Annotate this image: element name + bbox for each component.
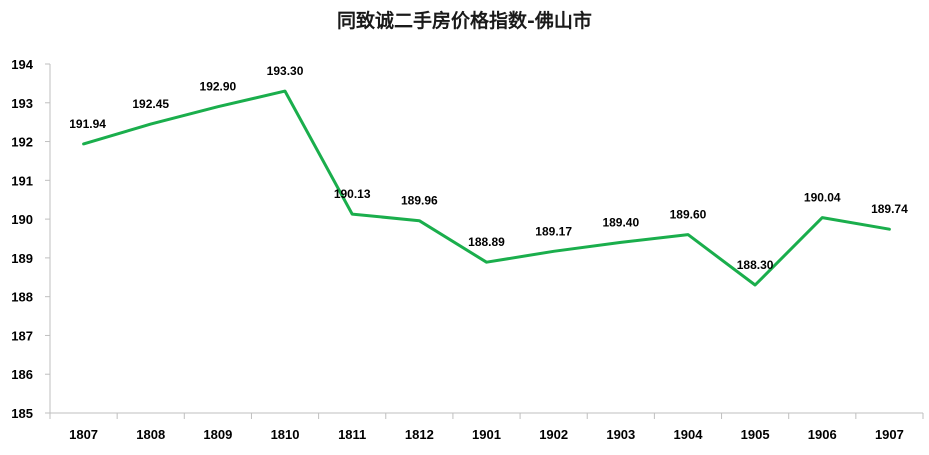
data-label: 191.94 xyxy=(69,117,106,131)
x-tick-label: 1811 xyxy=(338,427,366,442)
data-label: 189.74 xyxy=(871,202,908,216)
data-label: 192.90 xyxy=(200,80,237,94)
data-label: 192.45 xyxy=(132,97,169,111)
chart-title: 同致诚二手房价格指数-佛山市 xyxy=(337,10,592,32)
x-tick-label: 1906 xyxy=(808,427,837,442)
x-tick-label: 1904 xyxy=(674,427,704,442)
series-line xyxy=(82,89,891,287)
x-tick-label: 1809 xyxy=(203,427,232,442)
x-tick-label: 1812 xyxy=(405,427,434,442)
data-label: 189.60 xyxy=(670,208,707,222)
y-tick-label: 191 xyxy=(11,173,33,188)
data-label: 193.30 xyxy=(267,64,304,78)
y-tick-label: 192 xyxy=(11,135,33,150)
y-tick-label: 188 xyxy=(11,290,33,305)
data-label: 189.17 xyxy=(535,224,572,238)
x-tick-label: 1907 xyxy=(875,427,904,442)
x-tick-label: 1905 xyxy=(741,427,770,442)
y-tick-label: 194 xyxy=(11,57,33,72)
data-label: 188.30 xyxy=(737,258,774,272)
x-tick-label: 1807 xyxy=(69,427,98,442)
y-tick-label: 186 xyxy=(11,367,33,382)
y-tick-label: 187 xyxy=(11,328,33,343)
y-tick-label: 189 xyxy=(11,251,33,266)
y-tick-label: 193 xyxy=(11,96,33,111)
data-label: 190.04 xyxy=(804,191,841,205)
y-tick-label: 190 xyxy=(11,212,33,227)
x-tick-label: 1902 xyxy=(539,427,568,442)
data-label: 188.89 xyxy=(468,235,505,249)
data-label: 190.13 xyxy=(334,187,371,201)
data-label: 189.96 xyxy=(401,194,438,208)
x-tick-label: 1901 xyxy=(472,427,501,442)
data-label: 189.40 xyxy=(602,215,639,229)
x-tick-label: 1903 xyxy=(606,427,635,442)
y-tick-label: 185 xyxy=(11,406,33,421)
x-tick-label: 1810 xyxy=(271,427,300,442)
x-tick-label: 1808 xyxy=(136,427,165,442)
